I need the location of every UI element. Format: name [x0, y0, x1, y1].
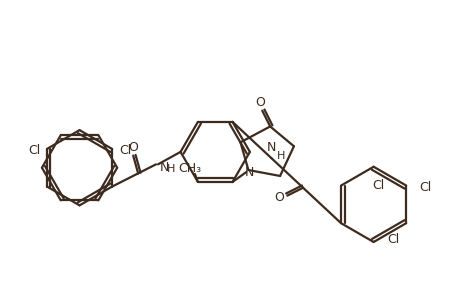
- Text: Cl: Cl: [373, 179, 385, 192]
- Text: O: O: [255, 96, 265, 109]
- Text: H: H: [167, 164, 175, 174]
- Text: Cl: Cl: [419, 181, 431, 194]
- Text: Cl: Cl: [388, 233, 400, 246]
- Text: H: H: [277, 151, 286, 161]
- Text: N: N: [245, 166, 254, 179]
- Text: Cl: Cl: [28, 144, 40, 157]
- Text: O: O: [274, 191, 284, 204]
- Text: N: N: [267, 141, 276, 154]
- Text: CH₃: CH₃: [178, 162, 201, 175]
- Text: O: O: [128, 141, 138, 154]
- Text: N: N: [160, 161, 169, 174]
- Text: Cl: Cl: [119, 144, 131, 157]
